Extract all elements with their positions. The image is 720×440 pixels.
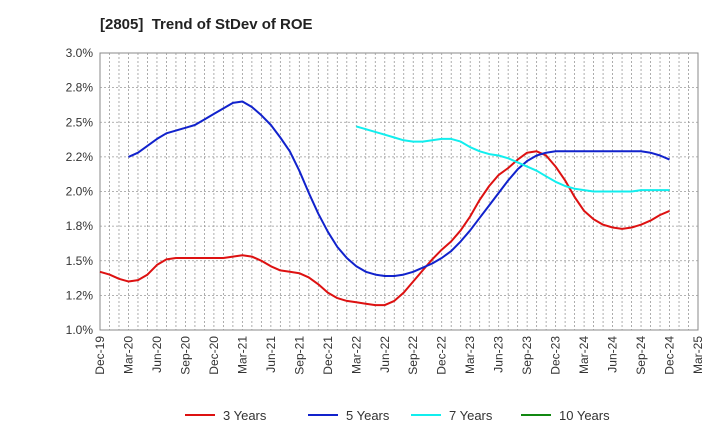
legend: 3 Years 5 Years 7 Years 10 Years [185,408,610,423]
legend-label: 3 Years [223,408,267,423]
y-tick-label: 1.5% [66,254,94,268]
y-tick-label: 1.8% [66,219,94,233]
legend-label: 10 Years [559,408,610,423]
x-tick-label: Mar-20 [121,336,135,374]
x-tick-label: Sep-23 [520,336,534,375]
x-tick-label: Dec-19 [93,336,107,375]
y-tick-label: 3.0% [66,46,94,60]
y-tick-label: 1.2% [66,288,94,302]
x-axis-ticks: Dec-19 Mar-20 Jun-20 Sep-20 Dec-20 Mar-21 Jun-… [93,336,705,375]
x-tick-label: Dec-23 [549,336,563,375]
x-tick-label: Sep-20 [178,336,192,375]
x-tick-label: Mar-21 [235,336,249,374]
legend-label: 7 Years [449,408,493,423]
series-lines [99,100,670,307]
x-tick-label: Dec-21 [321,336,335,375]
x-tick-label: Dec-20 [207,336,221,375]
x-tick-label: Jun-23 [492,336,506,373]
x-tick-label: Mar-24 [577,336,591,374]
y-tick-label: 2.8% [66,81,94,95]
legend-label: 5 Years [346,408,390,423]
series-line [356,125,670,193]
x-tick-label: Dec-24 [663,336,677,375]
x-tick-label: Sep-22 [406,336,420,375]
y-axis-ticks: 1.0% 1.2% 1.5% 1.8% 2.0% 2.2% 2.5% 2.8% 3.0% [66,46,94,337]
y-tick-label: 2.5% [66,115,94,129]
x-tick-label: Dec-22 [435,336,449,375]
series-line [99,150,670,307]
x-tick-label: Sep-21 [292,336,306,375]
x-tick-label: Jun-20 [150,336,164,373]
y-tick-label: 2.0% [66,185,94,199]
x-tick-label: Sep-24 [634,336,648,375]
x-tick-label: Jun-22 [378,336,392,373]
x-tick-label: Jun-21 [264,336,278,373]
chart-title: [2805] Trend of StDev of ROE [100,16,313,33]
y-tick-label: 2.2% [66,150,94,164]
series-line [128,100,670,277]
x-tick-label: Mar-25 [691,336,705,374]
x-tick-label: Mar-22 [349,336,363,374]
x-tick-label: Mar-23 [463,336,477,374]
y-tick-label: 1.0% [66,323,94,337]
x-tick-label: Jun-24 [606,336,620,373]
